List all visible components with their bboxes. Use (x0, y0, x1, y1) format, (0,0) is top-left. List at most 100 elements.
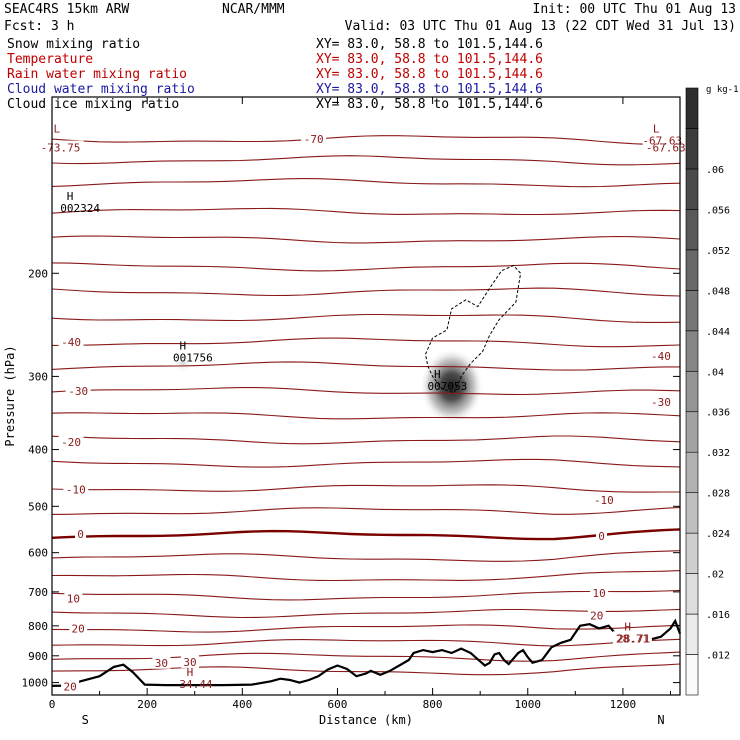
y-tick-label: 700 (28, 586, 48, 599)
y-tick-label: 400 (28, 444, 48, 457)
isotherm-line (51, 638, 681, 647)
isotherm-line (51, 178, 681, 188)
isotherm-line (51, 262, 681, 272)
colorbar-tick-label: .048 (706, 286, 730, 297)
x-tick-label: 800 (423, 698, 443, 711)
isotherm-line (51, 361, 680, 371)
isotherm-line (51, 484, 680, 493)
field-name: Rain water mixing ratio (7, 67, 187, 82)
isotherm-line (51, 207, 681, 216)
colorbar-tick-label: .032 (706, 448, 730, 459)
cloud-ice-layer (424, 264, 522, 394)
contour-label: -10 (66, 483, 86, 496)
contour-label-background (75, 527, 87, 541)
contour-label-background (301, 132, 327, 146)
forecast-hour: Fcst: 3 h (4, 19, 74, 34)
colorbar-tick-label: .012 (706, 651, 730, 662)
contour-label-background (648, 395, 674, 409)
y-tick-label: 600 (28, 547, 48, 560)
contour-label: 10 (592, 587, 605, 600)
field-cross-section-coords: XY= 83.0, 58.8 to 101.5,144.6 (316, 52, 543, 67)
extremum-value: 002324 (60, 202, 100, 215)
contour-label-background (61, 679, 80, 693)
x-tick-label: 1200 (610, 698, 637, 711)
terrain-profile-line (51, 618, 682, 687)
extremum-marker: H (434, 368, 441, 381)
colorbar-swatch (685, 492, 699, 534)
contour-label: -70 (304, 133, 324, 146)
header: SEAC4RS 15km ARW NCAR/MMM Init: 00 UTC T… (4, 2, 736, 34)
extremum-marker: H (187, 666, 194, 679)
contour-label-background (587, 608, 606, 622)
contour-label-background (63, 482, 89, 496)
contour-label-background (642, 140, 689, 154)
field-name: Cloud water mixing ratio (7, 82, 195, 97)
field-legend: Snow mixing ratio XY= 83.0, 58.8 to 101.5… (7, 37, 543, 112)
contour-label-background (37, 140, 84, 154)
contour-label: -10 (594, 494, 614, 507)
isotherm-layer (51, 135, 681, 676)
contour-label-background (596, 529, 607, 543)
y-tick-label: 200 (28, 267, 48, 280)
colorbar-swatch (685, 532, 699, 574)
extremum-value: -67.63 (642, 135, 682, 148)
extremum-value: 34.44 (179, 678, 212, 691)
y-tick-label: 900 (28, 650, 48, 663)
extremum-marker: L (53, 123, 60, 136)
isotherm-line (51, 235, 681, 244)
colorbar-tick-label: .056 (706, 205, 730, 216)
colorbar-swatch (685, 249, 699, 291)
colorbar-swatch (685, 87, 699, 129)
contour-label: -67.63 (646, 142, 686, 155)
contour-label: 10 (67, 592, 80, 605)
contour-label: -73.75 (41, 142, 81, 155)
isotherm-line (51, 337, 681, 348)
field-cross-section-coords: XY= 83.0, 58.8 to 101.5,144.6 (316, 67, 543, 82)
isotherm-line (51, 663, 681, 676)
colorbar-swatch (685, 209, 699, 251)
cloud-ice-contour (424, 264, 522, 394)
field-name: Temperature (7, 52, 93, 67)
colorbar-tick-label: .052 (706, 246, 730, 257)
field-name: Snow mixing ratio (7, 37, 140, 52)
colorbar-swatch (685, 654, 699, 696)
init-time: Init: 00 UTC Thu 01 Aug 13 (533, 2, 737, 17)
contour-label: -40 (61, 336, 81, 349)
contour-label: -30 (68, 385, 88, 398)
isotherm-line (51, 387, 681, 396)
isotherm-line (51, 287, 681, 297)
contour-label: 0 (77, 528, 84, 541)
contour-label-background (591, 493, 617, 507)
snow-mixing-ratio-weak (172, 353, 193, 374)
colorbar-tick-label: .016 (706, 610, 730, 621)
colorbar-tick-label: .028 (706, 489, 730, 500)
contour-label-background (152, 655, 171, 669)
extremum-marker: L (653, 123, 660, 136)
field-cross-section-coords: XY= 83.0, 58.8 to 101.5,144.6 (316, 37, 543, 52)
valid-time: Valid: 03 UTC Thu 01 Aug 13 (22 CDT Wed … (345, 19, 736, 34)
contour-label-background (590, 585, 609, 599)
contour-label-background (58, 334, 84, 348)
x-tick-label: 600 (328, 698, 348, 711)
contour-label: 0 (598, 530, 605, 543)
isotherm-line (51, 550, 681, 562)
y-tick-label: 1000 (22, 677, 49, 690)
y-tick-label: 300 (28, 370, 48, 383)
extrema-layer: H002324H001756H007053H34.44H28.71L-67.63… (53, 123, 682, 692)
colorbar-swatch (685, 451, 699, 493)
colorbar-swatch (685, 613, 699, 655)
colorbar-tick-label: .02 (706, 570, 724, 581)
isotherm-line (51, 412, 681, 420)
contour-label-layer: -70 -67.63 -73.75 -40 -40 -30 -30 -20 -10 -10 0 0 10… (37, 132, 689, 693)
isotherm-line (51, 313, 681, 323)
colorbar-swatch (685, 168, 699, 210)
colorbar-swatch (685, 290, 699, 332)
isotherm-line (51, 506, 681, 515)
colorbar-swatch (685, 128, 699, 170)
colorbar-tick-label: .04 (706, 367, 724, 378)
axes-layer: 0 200 400 600 800 1000 12002003004005006007008… (3, 96, 681, 727)
extremum-value: 007053 (427, 380, 467, 393)
plot-frame (51, 96, 681, 696)
